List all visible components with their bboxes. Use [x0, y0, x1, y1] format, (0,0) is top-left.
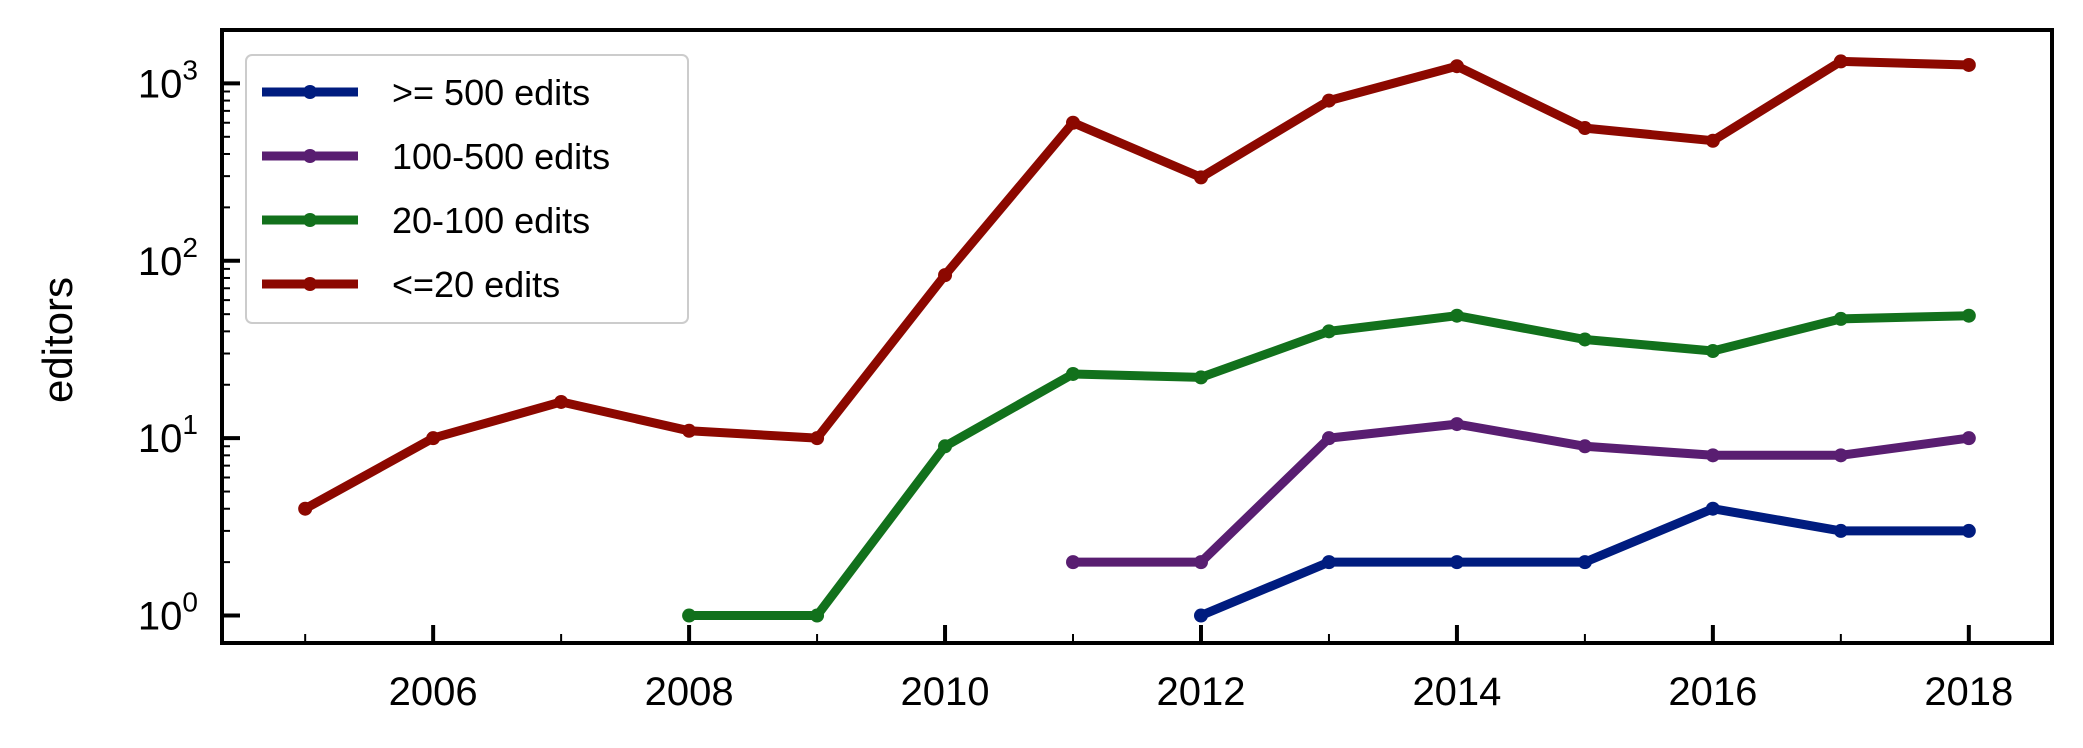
x-tick-label: 2016: [1668, 670, 1757, 714]
data-point: [1705, 133, 1720, 148]
data-point: [1961, 57, 1976, 72]
x-tick-label: 2008: [645, 670, 734, 714]
data-point: [938, 439, 953, 454]
x-axis: 2006 2008 2010 2012 2014 2016 2018: [304, 625, 2013, 714]
series-line-1: [1068, 419, 1974, 567]
data-point: [1449, 417, 1464, 432]
data-point: [1833, 523, 1848, 538]
data-point: [298, 501, 313, 516]
data-point: [1449, 555, 1464, 570]
series-line-3: [300, 56, 1974, 514]
data-point: [810, 608, 825, 623]
data-point: [1449, 59, 1464, 74]
y-axis: 100 101 102 103: [138, 29, 240, 639]
y-tick-label: 102: [138, 232, 198, 284]
x-tick-label: 2014: [1412, 670, 1501, 714]
legend-label: 100-500 edits: [392, 136, 610, 177]
legend: >= 500 edits 100-500 edits 20-100 edits <=2…: [245, 54, 689, 324]
x-tick-label: 2018: [1924, 670, 2013, 714]
data-point: [682, 608, 697, 623]
legend-box: [245, 54, 689, 324]
data-point: [1705, 448, 1720, 463]
data-point: [1961, 308, 1976, 323]
legend-label: >= 500 edits: [392, 72, 590, 113]
data-point: [1066, 555, 1081, 570]
data-point: [1961, 431, 1976, 446]
plot-frame: [220, 28, 2054, 645]
legend-label: 20-100 edits: [392, 200, 590, 241]
y-tick-label: 100: [138, 587, 198, 639]
data-point: [1321, 431, 1336, 446]
legend-marker: [303, 277, 317, 291]
data-point: [1833, 54, 1848, 69]
legend-label: <=20 edits: [392, 264, 560, 305]
data-point: [1193, 170, 1208, 185]
data-point: [1961, 523, 1976, 538]
data-point: [1705, 501, 1720, 516]
data-point: [1577, 439, 1592, 454]
data-point: [1833, 448, 1848, 463]
data-point: [1577, 555, 1592, 570]
x-tick-label: 2012: [1156, 670, 1245, 714]
data-point: [682, 423, 697, 438]
data-point: [1577, 332, 1592, 347]
data-point: [810, 431, 825, 446]
x-tick-label: 2006: [389, 670, 478, 714]
y-axis-label: editors: [34, 277, 81, 403]
data-point: [426, 431, 441, 446]
data-point: [938, 268, 953, 283]
data-point: [1193, 555, 1208, 570]
legend-marker: [303, 85, 317, 99]
y-tick-label: 103: [138, 54, 198, 106]
data-point: [1321, 324, 1336, 339]
plot-marks: [298, 54, 1976, 623]
y-tick-label: 101: [138, 409, 198, 461]
data-point: [1449, 308, 1464, 323]
data-point: [1321, 93, 1336, 108]
data-point: [1577, 121, 1592, 136]
data-point: [1705, 343, 1720, 358]
data-point: [1066, 115, 1081, 130]
data-point: [554, 394, 569, 409]
data-point: [1321, 555, 1336, 570]
legend-marker: [303, 149, 317, 163]
x-tick-label: 2010: [901, 670, 990, 714]
data-point: [1066, 366, 1081, 381]
data-point: [1193, 608, 1208, 623]
data-point: [1193, 370, 1208, 385]
data-point: [1833, 311, 1848, 326]
legend-marker: [303, 213, 317, 227]
